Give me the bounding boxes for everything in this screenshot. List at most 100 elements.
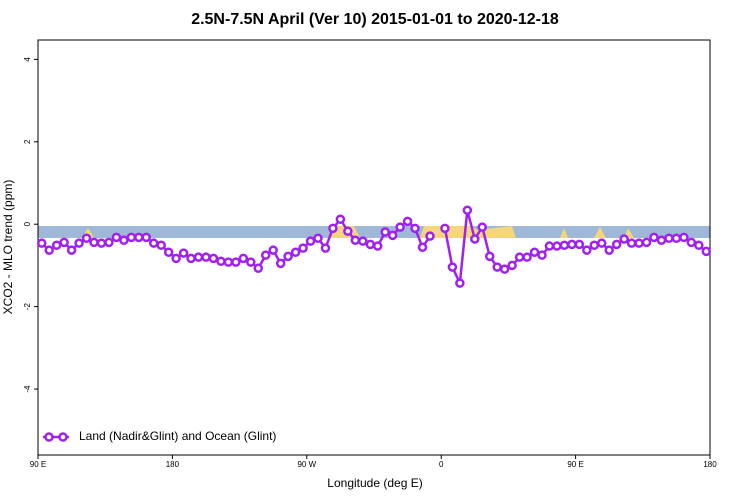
- data-point: [335, 214, 346, 225]
- data-point: [589, 240, 600, 250]
- data-point: [679, 232, 689, 243]
- data-point: [275, 258, 286, 269]
- x-tick-label: 180: [166, 460, 180, 469]
- data-point: [66, 245, 77, 255]
- data-point: [522, 252, 532, 262]
- data-point: [634, 238, 644, 248]
- x-tick-label: 90 E: [30, 460, 46, 469]
- data-point: [656, 235, 667, 246]
- data-point: [81, 233, 92, 243]
- data-point: [664, 233, 674, 243]
- data-point: [253, 263, 264, 274]
- data-point: [372, 241, 383, 251]
- data-point: [260, 250, 271, 260]
- data-point: [582, 245, 592, 255]
- data-point: [649, 232, 659, 243]
- data-point: [484, 251, 495, 262]
- data-point: [499, 264, 510, 274]
- data-point: [201, 252, 211, 262]
- data-point: [313, 233, 323, 243]
- data-point: [507, 260, 517, 271]
- data-point: [268, 245, 278, 255]
- data-point: [59, 237, 69, 248]
- data-point: [320, 243, 331, 253]
- y-tick-label: 4: [23, 57, 32, 62]
- x-axis-label: Longitude (deg E): [327, 476, 422, 490]
- data-point: [193, 252, 204, 262]
- data-point: [596, 238, 607, 248]
- data-point: [440, 223, 450, 234]
- data-point: [51, 240, 62, 250]
- data-point: [447, 262, 458, 272]
- data-point: [694, 240, 704, 250]
- data-point: [223, 257, 234, 267]
- data-point: [358, 236, 368, 246]
- data-point: [417, 242, 428, 253]
- data-point: [552, 241, 562, 251]
- data-point: [216, 256, 226, 267]
- y-tick-label: -2: [23, 303, 32, 311]
- data-point: [134, 232, 144, 243]
- data-point: [246, 257, 256, 267]
- data-point: [283, 251, 293, 262]
- data-point: [544, 241, 555, 251]
- data-point: [74, 238, 84, 248]
- data-point: [305, 236, 316, 246]
- data-point: [425, 231, 435, 241]
- data-point: [231, 257, 241, 267]
- y-tick-label: 2: [23, 139, 32, 144]
- y-tick-label: 0: [23, 221, 32, 226]
- legend-marker: [58, 432, 68, 442]
- data-point: [96, 238, 107, 248]
- surface-band: [38, 226, 710, 238]
- data-point: [44, 245, 54, 255]
- data-point: [111, 232, 122, 243]
- chart-title: 2.5N-7.5N April (Ver 10) 2015-01-01 to 2…: [191, 11, 559, 28]
- x-tick-label: 180: [703, 460, 717, 469]
- data-point: [537, 250, 547, 260]
- data-point: [686, 237, 697, 248]
- plot-frame: [37, 39, 711, 456]
- data-point: [186, 253, 196, 264]
- data-point: [619, 234, 629, 244]
- data-point: [163, 247, 174, 257]
- data-point: [343, 226, 353, 236]
- data-point: [141, 232, 152, 243]
- data-point: [365, 239, 376, 250]
- data-point: [671, 233, 682, 243]
- data-point: [514, 252, 525, 262]
- data-point: [89, 237, 99, 248]
- data-point: [529, 247, 540, 257]
- data-point: [387, 230, 398, 241]
- x-tick-label: 90 W: [297, 460, 316, 469]
- y-axis-label: XCO2 - MLO trend (ppm): [1, 180, 15, 315]
- x-tick-label: 90 E: [567, 460, 583, 469]
- data-point: [477, 222, 488, 232]
- data-point: [641, 237, 652, 248]
- data-point: [380, 227, 390, 237]
- data-point: [626, 238, 637, 248]
- x-tick-label: 0: [439, 460, 444, 469]
- data-point: [402, 216, 413, 227]
- data-point: [462, 205, 473, 215]
- data-point: [156, 240, 166, 250]
- data-point: [178, 248, 189, 258]
- data-point: [455, 278, 465, 288]
- data-point: [36, 238, 47, 248]
- data-point: [119, 235, 129, 246]
- data-point: [701, 246, 712, 257]
- data-point: [604, 245, 614, 255]
- data-point: [328, 223, 338, 234]
- data-point: [350, 235, 361, 246]
- data-point: [611, 239, 622, 250]
- data-point: [559, 240, 570, 250]
- data-point: [126, 232, 137, 243]
- data-point: [492, 262, 502, 272]
- data-point: [104, 237, 114, 248]
- y-tick-label: -4: [23, 385, 32, 393]
- data-point: [171, 253, 181, 264]
- data-point: [410, 223, 420, 234]
- data-point: [567, 239, 577, 250]
- legend-label: Land (Nadir&Glint) and Ocean (Glint): [79, 429, 276, 443]
